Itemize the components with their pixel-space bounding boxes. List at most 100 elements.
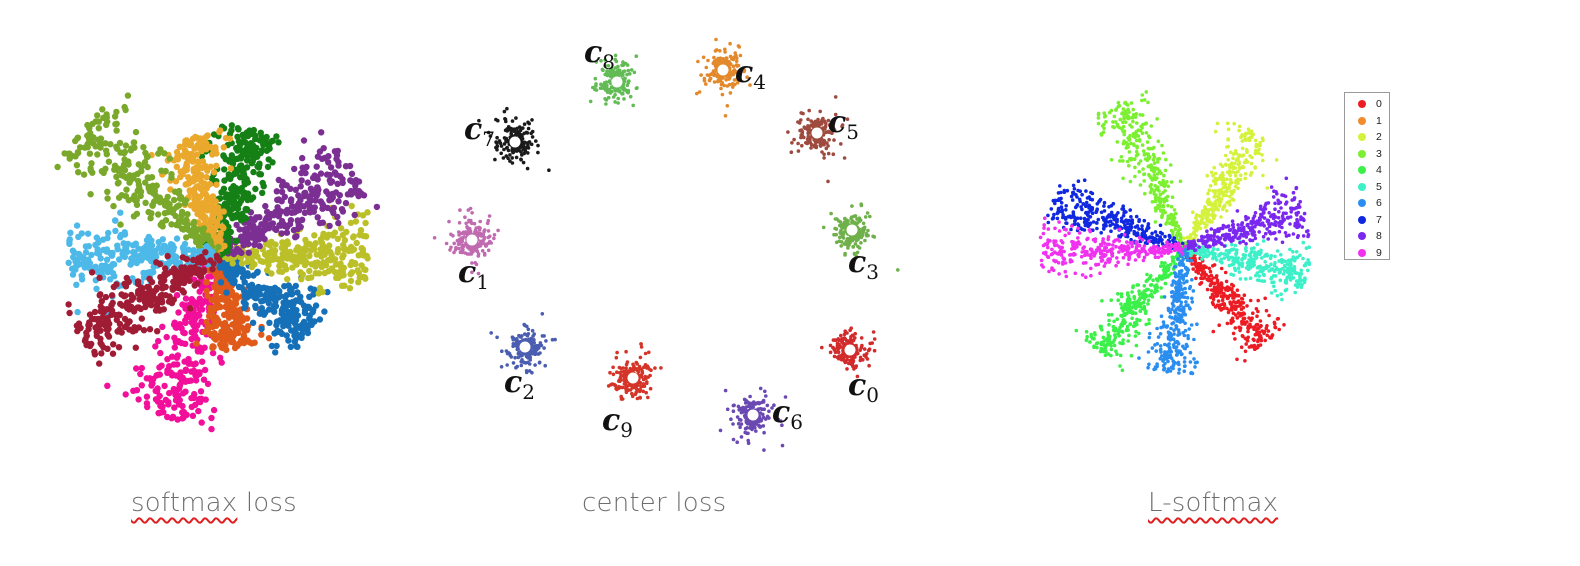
point — [122, 193, 130, 200]
point — [222, 336, 230, 344]
point — [86, 150, 94, 157]
point — [202, 396, 209, 403]
point — [838, 220, 843, 224]
point — [470, 270, 474, 275]
point — [744, 405, 748, 409]
point — [122, 142, 130, 149]
point — [236, 226, 243, 233]
point — [162, 167, 169, 175]
point — [159, 236, 166, 243]
point — [625, 360, 630, 364]
point — [530, 346, 534, 350]
point — [299, 164, 306, 171]
point — [523, 352, 528, 356]
point — [618, 371, 622, 375]
point — [288, 209, 296, 216]
point — [125, 278, 132, 286]
point — [358, 262, 365, 269]
point — [104, 118, 111, 125]
point — [146, 188, 154, 195]
point — [625, 387, 629, 392]
point — [853, 331, 857, 336]
point — [192, 133, 199, 141]
point — [477, 118, 481, 123]
cluster-9 — [65, 249, 223, 367]
point — [451, 234, 455, 238]
point — [294, 217, 301, 224]
point — [80, 258, 88, 265]
point — [108, 292, 116, 299]
point — [238, 260, 246, 267]
point — [712, 61, 717, 65]
point — [826, 144, 830, 148]
point — [65, 301, 72, 308]
point — [624, 349, 628, 354]
point — [255, 235, 263, 242]
point — [328, 196, 335, 203]
point — [88, 160, 95, 167]
point — [250, 293, 258, 301]
point — [172, 178, 180, 185]
point — [195, 407, 202, 415]
point — [165, 298, 173, 305]
point — [492, 236, 496, 241]
point — [834, 232, 838, 237]
point — [538, 351, 542, 355]
point — [76, 251, 83, 259]
point — [105, 333, 113, 340]
cluster-0 — [1184, 245, 1286, 363]
point — [185, 355, 192, 363]
point — [175, 339, 183, 346]
point — [745, 75, 749, 79]
point — [802, 125, 807, 129]
point — [201, 138, 208, 145]
point — [731, 422, 735, 426]
point — [212, 198, 219, 205]
point — [809, 146, 813, 150]
point — [605, 69, 609, 73]
point — [505, 127, 509, 131]
point — [622, 378, 626, 383]
point — [138, 364, 145, 372]
point — [867, 347, 872, 352]
point — [274, 256, 282, 263]
point — [864, 352, 869, 356]
point — [225, 191, 233, 199]
point — [334, 180, 341, 187]
point — [146, 247, 154, 254]
center-marker — [627, 372, 639, 384]
point — [203, 318, 210, 326]
point — [475, 245, 480, 249]
point — [207, 304, 214, 312]
point — [131, 192, 138, 199]
point — [157, 349, 164, 357]
point — [452, 250, 456, 255]
point — [141, 246, 148, 253]
point — [152, 343, 159, 350]
point — [522, 131, 526, 136]
center-label-subscript: 7 — [482, 127, 495, 151]
point — [113, 281, 120, 288]
point — [259, 179, 266, 187]
point — [348, 191, 355, 198]
point — [780, 443, 785, 448]
point — [185, 360, 192, 367]
point — [130, 308, 138, 315]
point — [620, 92, 624, 96]
point — [489, 241, 493, 245]
point — [514, 147, 518, 151]
point — [644, 390, 648, 395]
point — [96, 141, 103, 149]
point — [261, 226, 269, 233]
point — [729, 417, 733, 422]
point — [191, 145, 198, 152]
point — [179, 402, 186, 410]
point — [94, 246, 101, 253]
point — [199, 358, 206, 365]
point — [159, 223, 166, 230]
center-label-subscript: 1 — [476, 270, 489, 294]
point — [843, 329, 847, 334]
point — [525, 131, 530, 135]
point — [178, 212, 185, 219]
point — [66, 238, 73, 245]
